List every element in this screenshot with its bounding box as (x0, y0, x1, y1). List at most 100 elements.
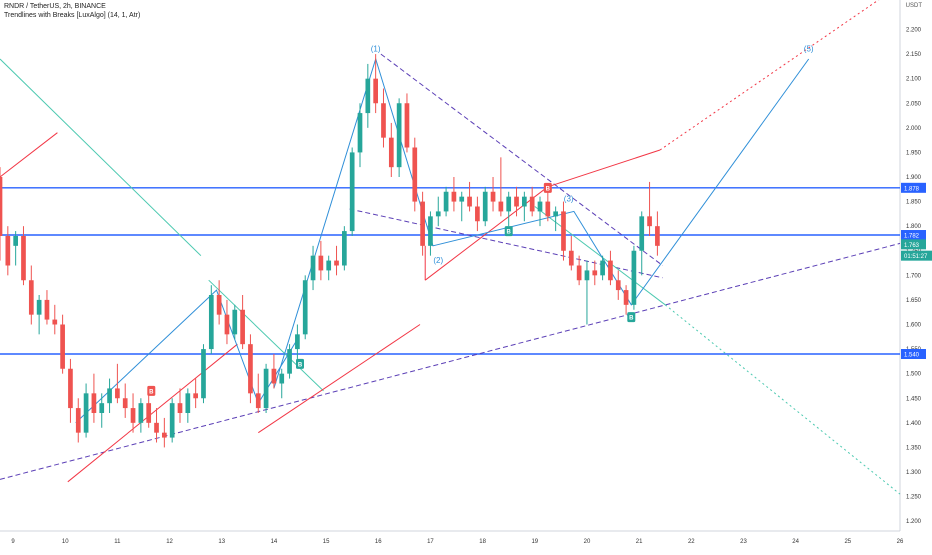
candle-body (506, 196, 512, 212)
candle-body (396, 103, 402, 168)
x-tick-label: 23 (740, 539, 747, 545)
candle-body (279, 373, 285, 384)
candle-body (107, 388, 112, 404)
price-level-tag (901, 239, 926, 250)
candle-body (295, 334, 300, 350)
candle-body (310, 255, 316, 281)
candle-body (177, 403, 183, 413)
candle-body (600, 260, 605, 276)
y-tick-label: 2.100 (906, 77, 922, 83)
y-tick-label: 1.900 (906, 175, 922, 181)
candle-body (83, 393, 89, 433)
candle-body (162, 432, 167, 438)
x-tick-label: 20 (584, 539, 591, 545)
candle-body (388, 137, 394, 168)
teal_line-line (534, 206, 666, 306)
candle-body (216, 295, 222, 315)
candle-body (36, 299, 42, 315)
candle-body (201, 349, 206, 399)
x-tick-label: 24 (792, 539, 799, 545)
candle-body (255, 393, 261, 409)
x-tick-label: 13 (218, 539, 225, 545)
y-tick-label: 2.150 (906, 52, 922, 58)
candle-body (529, 196, 535, 212)
teal_line-line (208, 279, 324, 392)
candle-body (435, 211, 441, 217)
candle-body (122, 398, 128, 409)
candle-body (420, 201, 425, 246)
candle-body (263, 368, 269, 409)
candle-body (5, 236, 11, 266)
candle-body (631, 250, 637, 305)
signal-marker (543, 182, 552, 193)
candle-body (185, 393, 191, 413)
candle-body (428, 216, 433, 246)
x-tick-label: 15 (323, 539, 330, 545)
x-tick-label: 21 (636, 539, 643, 545)
candle-body (357, 113, 363, 153)
price-level-tag (901, 230, 926, 241)
candle-body (302, 280, 308, 335)
y-tick-label: 1.650 (906, 298, 922, 304)
signal-marker-label: B (546, 186, 551, 192)
candle-body (349, 152, 355, 232)
x-tick-label: 18 (479, 539, 486, 545)
red_line-line (659, 0, 880, 151)
price-level-label: 1.540 (904, 353, 920, 359)
candle-body (545, 201, 551, 217)
candle-body (169, 403, 175, 438)
y-tick-label: 2.000 (906, 126, 922, 132)
price-unit: USDT (905, 3, 922, 9)
candle-body (451, 191, 457, 202)
candle-body (0, 177, 3, 236)
candle-body (224, 314, 230, 335)
candle-body (115, 388, 120, 399)
wave-label: (2) (433, 256, 443, 265)
candle-body (553, 211, 558, 217)
candle-body (561, 211, 566, 251)
candle-body (193, 393, 198, 399)
y-tick-label: 2.200 (906, 28, 922, 34)
signal-marker (627, 312, 636, 323)
candle-body (568, 250, 574, 266)
signal-marker-label: B (507, 230, 512, 236)
candle-body (373, 78, 378, 104)
y-tick-label: 1.200 (906, 519, 922, 525)
candle-body (514, 196, 519, 207)
candle-body (443, 191, 449, 212)
x-tick-label: 9 (11, 539, 15, 545)
wave-line (75, 289, 298, 424)
candle-body (44, 299, 50, 320)
candle-body (271, 368, 277, 384)
y-tick-label: 1.500 (906, 372, 922, 378)
candle-body (592, 270, 598, 276)
candle-body (208, 295, 214, 350)
candle-body (576, 265, 582, 281)
x-tick-label: 12 (166, 539, 173, 545)
candle-body (52, 319, 58, 325)
candle-body (130, 408, 136, 423)
y-tick-label: 1.600 (906, 323, 922, 329)
signal-marker (296, 358, 304, 369)
wave-label: (3) (564, 195, 574, 204)
price-level-label: 1.782 (904, 234, 920, 240)
candle-body (68, 368, 73, 409)
candle-body (608, 260, 613, 281)
candle-body (138, 403, 144, 423)
candle-body (365, 78, 371, 114)
candle-body (584, 270, 590, 281)
candle-body (459, 196, 465, 202)
price-level-tag (901, 250, 932, 261)
x-tick-label: 10 (62, 539, 69, 545)
x-tick-label: 11 (114, 539, 121, 545)
signal-marker (504, 226, 513, 237)
y-tick-label: 1.850 (906, 200, 922, 206)
candle-body (240, 309, 245, 345)
x-tick-label: 25 (844, 539, 851, 545)
red_line-line (0, 132, 58, 178)
indicator-label: Trendlines with Breaks [LuxAlgo] (14, 1,… (4, 12, 141, 19)
candle-body (326, 260, 332, 271)
candle-body (75, 408, 81, 433)
red_line-line (424, 186, 549, 281)
